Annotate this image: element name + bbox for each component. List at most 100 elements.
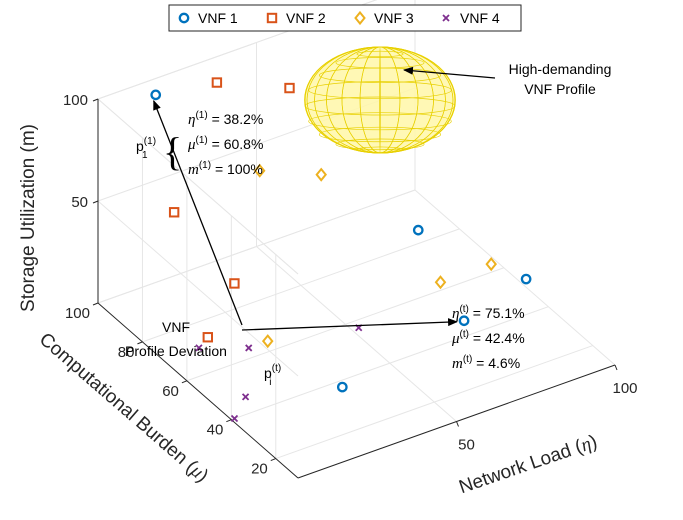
- pi-name: p: [264, 365, 272, 381]
- box-edge: [97, 189, 416, 304]
- deviation-arrow-current: [241, 318, 459, 331]
- annotations: p(1) 1 {η(1) = 38.2%μ(1) = 60.8%m(1) = 100…: [125, 61, 611, 388]
- grid-line-x-floor: [256, 246, 457, 422]
- point-x-series4-2: [245, 344, 253, 352]
- ann-symbol: η: [452, 306, 459, 322]
- current-line-3: m(t) = 4.6%: [452, 354, 520, 372]
- high-demand-profile-sphere: [304, 46, 456, 154]
- ann-sup: (t): [460, 329, 469, 340]
- profile-sup: (1): [144, 136, 156, 147]
- profile-line-1: η(1) = 38.2%: [188, 110, 263, 128]
- grid-line-x-floor: [414, 189, 616, 366]
- point-circle-series1-5: [458, 315, 470, 327]
- deviation-label-line-1: VNF: [162, 319, 190, 335]
- ann-sup: (1): [196, 135, 208, 146]
- ann-value: = 75.1%: [469, 305, 525, 321]
- ann-sup: (t): [459, 304, 468, 315]
- x-tick-label: 50: [458, 437, 475, 454]
- x-marker-stroke: [230, 414, 239, 423]
- sphere-meridian: [306, 46, 454, 154]
- legend-marker-2: [266, 12, 278, 24]
- point-diamond-series3-2: [315, 167, 327, 182]
- current-line-2: μ(t) = 42.4%: [451, 329, 525, 347]
- sphere-latitude: [318, 67, 442, 83]
- legend-label-1: VNF 1: [198, 10, 238, 26]
- z-tick-label: 50: [71, 194, 88, 211]
- legend-marker-1: [178, 12, 190, 24]
- legend-marker-3: [354, 10, 366, 26]
- point-square-series2-2: [211, 77, 223, 88]
- axis-label-text: Network Load (: [456, 436, 585, 498]
- deviation-label-line-2: Profile Deviation: [125, 343, 227, 359]
- point-circle-series1-2: [412, 224, 424, 236]
- y-tick-label: 60: [162, 383, 179, 400]
- sphere-label-line-1: High-demanding: [509, 61, 612, 77]
- x-marker-stroke: [195, 344, 203, 352]
- point-circle-series1-4: [336, 381, 348, 393]
- profile-sub: 1: [142, 150, 148, 161]
- legend-label-4: VNF 4: [460, 10, 500, 26]
- point-square-series2-5: [229, 278, 240, 289]
- sphere-latitude: [318, 126, 442, 143]
- legend-label-3: VNF 3: [374, 10, 414, 26]
- profile-name: p: [136, 138, 144, 154]
- point-diamond-series3-4: [485, 257, 498, 272]
- ann-value: = 100%: [211, 161, 263, 177]
- grid-line-y-floor: [142, 228, 460, 343]
- y-tick-label: 80: [118, 344, 135, 361]
- point-circle-series1-3: [520, 273, 532, 285]
- y-axis-line: [97, 302, 299, 479]
- profile-label: p(1) 1: [136, 136, 156, 161]
- z-axis-label: Storage Utilization (m): [18, 124, 39, 312]
- profile-line-3: m(1) = 100%: [188, 160, 263, 178]
- pi-sup: (t): [272, 363, 281, 374]
- ann-symbol: m: [188, 162, 199, 178]
- sphere-latitude: [308, 81, 452, 100]
- deviation-arrow-profile: [153, 99, 243, 326]
- point-square-series2-3: [284, 82, 295, 94]
- profile-line-2: μ(1) = 60.8%: [187, 135, 263, 153]
- legend: VNF 1 VNF 2 VNF 3 VNF 4: [168, 4, 522, 32]
- sphere-label-arrow: [403, 66, 496, 79]
- y-tick-label: 20: [251, 461, 268, 478]
- y-tick-mark: [181, 380, 188, 384]
- y-tick-label: 100: [65, 305, 90, 322]
- x-tick-label: 100: [612, 380, 637, 397]
- point-diamond-series3-1: [253, 163, 266, 178]
- y-tick-label: 40: [207, 422, 224, 439]
- legend-box: [168, 4, 522, 32]
- grid-line-y-floor: [186, 267, 505, 382]
- pi-sub: i: [269, 377, 271, 388]
- point-square-series2-1: [168, 207, 180, 218]
- ann-sup: (1): [195, 110, 207, 121]
- z-tick-label: 100: [63, 92, 88, 109]
- grid-line-y-floor: [275, 345, 593, 460]
- y-tick-mark: [92, 302, 99, 306]
- ann-sup: (1): [199, 160, 211, 171]
- y-tick-mark: [270, 458, 276, 462]
- ann-symbol: μ: [451, 331, 460, 347]
- legend-marker-4: [442, 14, 450, 22]
- x-tick-mark: [456, 421, 459, 427]
- ann-value: = 4.6%: [472, 355, 520, 371]
- point-diamond-series3-3: [434, 275, 447, 290]
- legend-label-2: VNF 2: [286, 10, 326, 26]
- profile-brace: {: [163, 129, 182, 174]
- x-tick-mark: [614, 364, 618, 371]
- grid-lines: [97, 0, 616, 460]
- point-square-series2-4: [202, 332, 214, 343]
- pi-label: p(t) i: [264, 363, 281, 388]
- grid-line-y-floor: [231, 306, 549, 421]
- z-tick-mark: [92, 200, 99, 204]
- current-line-1: η(t) = 75.1%: [452, 304, 525, 322]
- z-tick-mark: [92, 98, 99, 102]
- y-tick-mark: [137, 341, 143, 345]
- x-axis-label: Network Load (η): [456, 431, 600, 498]
- grid-line-z-side: [97, 200, 299, 377]
- ann-value: = 42.4%: [469, 330, 525, 346]
- ann-sup: (t): [463, 354, 472, 365]
- point-x-series4-5: [230, 414, 239, 423]
- box-edge: [97, 98, 299, 275]
